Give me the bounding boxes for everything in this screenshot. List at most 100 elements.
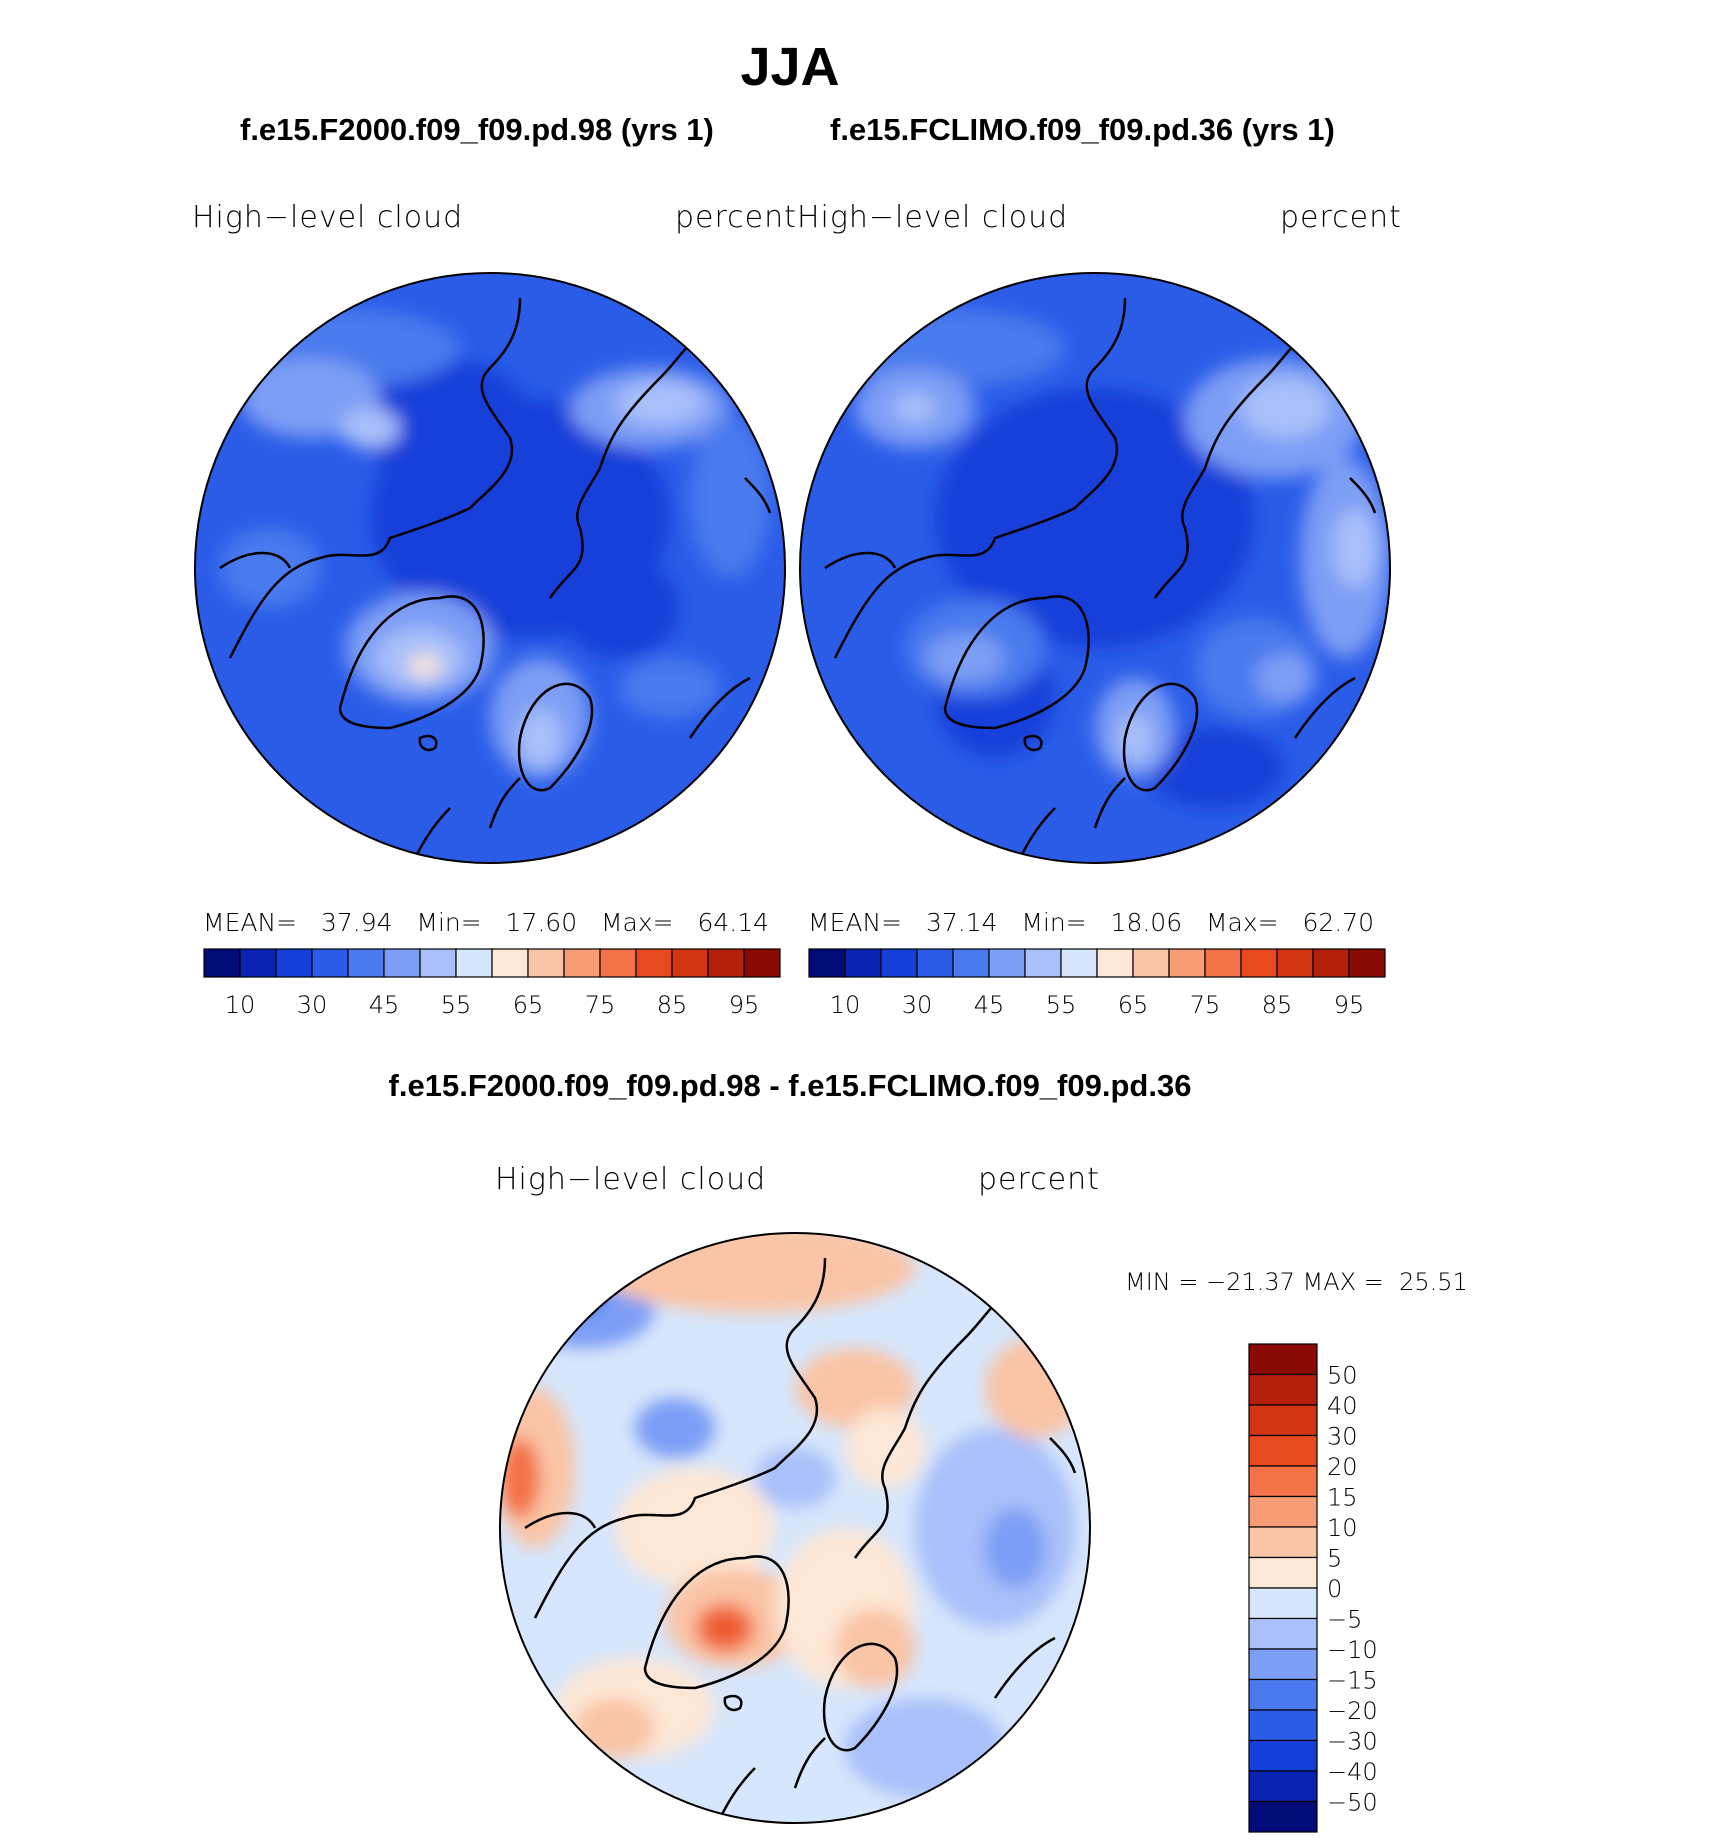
left-colorbar-tick-label: 95 xyxy=(729,991,760,1019)
colorbar-box xyxy=(1312,948,1350,978)
colorbar-box xyxy=(527,948,565,978)
mean-value: 37.14 xyxy=(925,908,998,937)
right-colorbar-tick-label: 65 xyxy=(1118,991,1149,1019)
diff-field-label: High−level cloud xyxy=(495,1162,767,1197)
difference-colorbar-tick-label: −20 xyxy=(1327,1697,1378,1725)
colorbar-box xyxy=(491,948,529,978)
left-stats: MEAN= 37.94 Min= 17.60 Max= 64.14 xyxy=(203,908,769,937)
right-colorbar-tick-label: 55 xyxy=(1046,991,1077,1019)
colorbar-box xyxy=(1240,948,1278,978)
difference-colorbar-tick-label: 40 xyxy=(1327,1392,1358,1420)
colorbar-box xyxy=(563,948,601,978)
left-colorbar-tick-label: 10 xyxy=(225,991,256,1019)
right-units-label: percent xyxy=(1280,200,1402,235)
colorbar-box xyxy=(1248,1495,1318,1528)
map-border xyxy=(799,272,1391,864)
max-value: 62.70 xyxy=(1302,908,1375,937)
colorbar-box xyxy=(1248,1587,1318,1620)
left-colorbar-tick-label: 45 xyxy=(369,991,400,1019)
colorbar-box xyxy=(952,948,990,978)
coastlines xyxy=(824,297,1377,863)
colorbar-box xyxy=(844,948,882,978)
coastlines xyxy=(219,297,772,863)
left-units-label: percent xyxy=(675,200,797,235)
difference-colorbar-tick-label: 50 xyxy=(1327,1362,1358,1390)
colorbar-box xyxy=(1248,1373,1318,1406)
colorbar-box xyxy=(1248,1739,1318,1772)
colorbar-box xyxy=(1168,948,1206,978)
right-case-title: f.e15.FCLIMO.f09_f09.pd.36 (yrs 1) xyxy=(830,112,1335,147)
map-border xyxy=(499,1232,1091,1824)
colorbar-box xyxy=(808,948,846,978)
difference-colorbar-tick-label: 0 xyxy=(1327,1575,1342,1603)
left-colorbar-tick-label: 75 xyxy=(585,991,616,1019)
colorbar-box xyxy=(383,948,421,978)
mean-label: MEAN= xyxy=(808,908,903,937)
difference-colorbar-tick-label: 20 xyxy=(1327,1453,1358,1481)
colorbar-box xyxy=(671,948,709,978)
colorbar-box xyxy=(1248,1800,1318,1833)
left-polar-map xyxy=(194,272,786,864)
colorbar-box xyxy=(1248,1526,1318,1559)
map-border xyxy=(194,272,786,864)
colorbar-box xyxy=(743,948,781,978)
right-colorbar-tick-label: 30 xyxy=(902,991,933,1019)
difference-colorbar-tick-label: −15 xyxy=(1327,1667,1378,1695)
max-label: Max= xyxy=(600,908,674,937)
mean-label: MEAN= xyxy=(203,908,298,937)
min-label: Min= xyxy=(1021,908,1087,937)
right-field-label: High−level cloud xyxy=(797,200,1069,235)
left-colorbar-tick-label: 65 xyxy=(513,991,544,1019)
colorbar-box xyxy=(1248,1709,1318,1742)
difference-colorbar-tick-label: 30 xyxy=(1327,1423,1358,1451)
colorbar-box xyxy=(239,948,277,978)
right-colorbar-tick-label: 75 xyxy=(1190,991,1221,1019)
colorbar-box xyxy=(311,948,349,978)
mean-value: 37.94 xyxy=(320,908,393,937)
cloud-field-shading xyxy=(220,308,770,778)
left-colorbar-tick-label: 85 xyxy=(657,991,688,1019)
colorbar-box xyxy=(1060,948,1098,978)
min-label: Min= xyxy=(416,908,482,937)
left-colorbar: 10 30 45 55 65 75 85 95 xyxy=(203,948,781,1019)
colorbar-box xyxy=(419,948,457,978)
colorbar-box xyxy=(1276,948,1314,978)
max-value: 64.14 xyxy=(697,908,770,937)
colorbar-box xyxy=(1248,1465,1318,1498)
left-field-label: High−level cloud xyxy=(192,200,464,235)
season-title: JJA xyxy=(740,37,840,97)
coastlines xyxy=(524,1257,1077,1823)
difference-colorbar-tick-label: −10 xyxy=(1327,1636,1378,1664)
difference-colorbar-tick-label: −5 xyxy=(1327,1606,1362,1634)
colorbar-box xyxy=(1248,1770,1318,1803)
colorbar-box xyxy=(1248,1556,1318,1589)
colorbar-box xyxy=(1248,1404,1318,1437)
colorbar-box xyxy=(1248,1434,1318,1467)
colorbar-box xyxy=(1096,948,1134,978)
right-colorbar-tick-label: 10 xyxy=(830,991,861,1019)
difference-polar-map xyxy=(499,1232,1091,1824)
colorbar-box xyxy=(707,948,745,978)
difference-colorbar-tick-label: 5 xyxy=(1327,1545,1342,1573)
right-colorbar-tick-label: 45 xyxy=(974,991,1005,1019)
left-colorbar-tick-label: 55 xyxy=(441,991,472,1019)
colorbar-box xyxy=(347,948,385,978)
colorbar-box xyxy=(1348,948,1386,978)
diff-units-label: percent xyxy=(978,1162,1100,1197)
difference-title: f.e15.F2000.f09_f09.pd.98 - f.e15.FCLIMO… xyxy=(388,1068,1192,1103)
difference-colorbar-tick-label: −30 xyxy=(1327,1728,1378,1756)
colorbar-box xyxy=(916,948,954,978)
colorbar-box xyxy=(988,948,1026,978)
difference-colorbar-tick-label: −40 xyxy=(1327,1758,1378,1786)
difference-colorbar-tick-label: 15 xyxy=(1327,1484,1358,1512)
colorbar-box xyxy=(599,948,637,978)
colorbar-box xyxy=(1248,1343,1318,1376)
colorbar-box xyxy=(635,948,673,978)
colorbar-box xyxy=(1248,1678,1318,1711)
right-polar-map xyxy=(799,272,1391,864)
colorbar-box xyxy=(455,948,493,978)
difference-colorbar-tick-label: 10 xyxy=(1327,1514,1358,1542)
right-colorbar-tick-label: 85 xyxy=(1262,991,1293,1019)
colorbar-box xyxy=(1024,948,1062,978)
